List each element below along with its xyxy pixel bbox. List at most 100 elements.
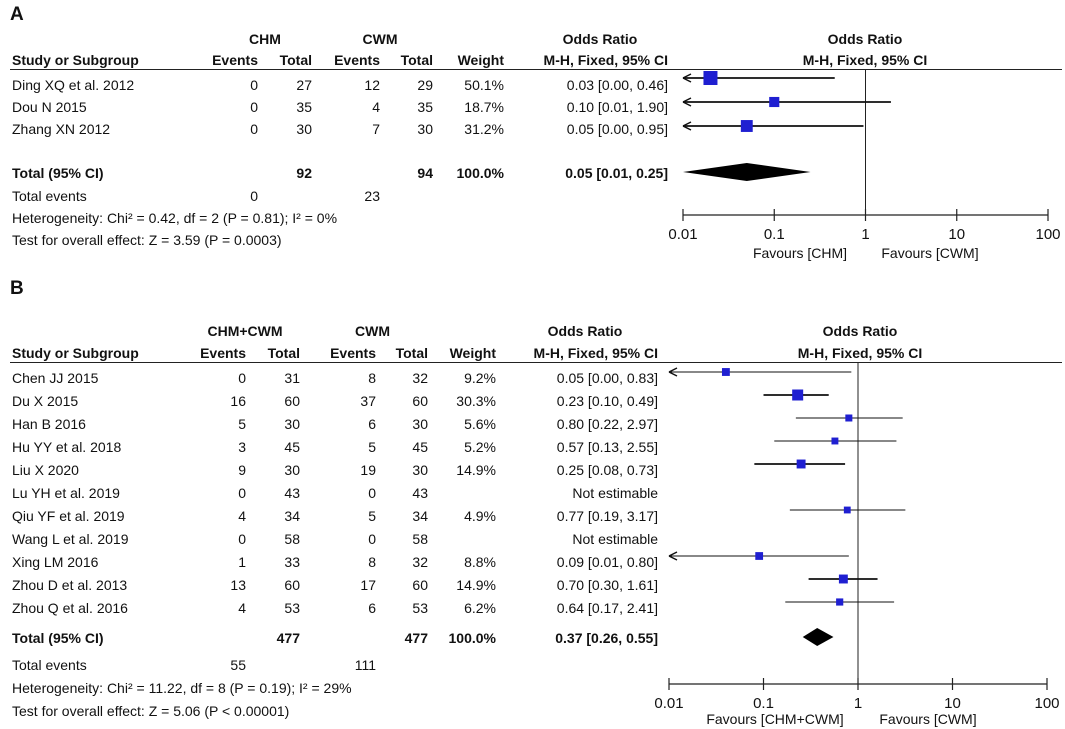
odds-ratio-ci: 0.64 [0.17, 2.41] [556, 600, 658, 616]
events-1: 0 [238, 485, 246, 501]
total-2: 53 [412, 600, 428, 616]
total-events-2: 111 [354, 657, 376, 673]
group2-header: CWM [355, 323, 390, 339]
total-1: 31 [284, 370, 300, 386]
pooled-diamond [683, 163, 811, 181]
study-name: Dou N 2015 [12, 99, 87, 115]
total-2: 58 [412, 531, 428, 547]
weight: 50.1% [464, 77, 504, 93]
study-name: Wang L et al. 2019 [12, 531, 129, 547]
total-1: 43 [284, 485, 300, 501]
or-header-top: Odds Ratio [562, 31, 638, 47]
study-name: Du X 2015 [12, 393, 79, 409]
total-events-label: Total events [12, 188, 87, 204]
total-2: 30 [412, 416, 428, 432]
x-tick-label: 1 [861, 226, 869, 243]
total-weight: 100.0% [448, 630, 496, 646]
weight: 18.7% [464, 99, 504, 115]
arrow-left-icon [682, 121, 692, 131]
total-2: 34 [412, 508, 428, 524]
total-1: 33 [284, 554, 300, 570]
total-1: 60 [284, 577, 300, 593]
x-tick-label: 1 [854, 695, 862, 712]
total-ci: 0.37 [0.26, 0.55] [555, 630, 658, 646]
x-tick-label: 0.1 [764, 226, 785, 243]
total-label: Total (95% CI) [12, 165, 104, 181]
forest-plot-panel-a: A CHM CWM Odds Ratio Odds Ratio Study or… [0, 0, 1065, 290]
plot-header-top: Odds Ratio [827, 31, 903, 47]
events-2: 8 [368, 554, 376, 570]
total-1: 53 [284, 600, 300, 616]
total-2: 60 [412, 393, 428, 409]
events-1: 0 [250, 77, 258, 93]
total-ci: 0.05 [0.01, 0.25] [565, 165, 668, 181]
events-2: 12 [364, 77, 380, 93]
arrow-left-icon [682, 73, 692, 83]
total-events-1: 0 [250, 188, 258, 204]
header-rule [10, 69, 1062, 70]
total-2: 43 [412, 485, 428, 501]
or-header-top: Odds Ratio [547, 323, 623, 339]
overall-effect-text: Test for overall effect: Z = 3.59 (P = 0… [12, 232, 282, 248]
study-name: Liu X 2020 [12, 462, 79, 478]
events-2: 37 [360, 393, 376, 409]
weight: 31.2% [464, 121, 504, 137]
weight: 14.9% [456, 462, 496, 478]
study-point [769, 96, 780, 108]
total-n2: 94 [417, 165, 433, 181]
total-1: 35 [296, 99, 312, 115]
total-1: 58 [284, 531, 300, 547]
total-weight: 100.0% [456, 165, 504, 181]
odds-ratio-ci: 0.80 [0.22, 2.97] [556, 416, 658, 432]
odds-ratio-ci: 0.23 [0.10, 0.49] [556, 393, 658, 409]
weight: 30.3% [456, 393, 496, 409]
events-header-2: Events [334, 52, 380, 68]
total-2: 45 [412, 439, 428, 455]
total-2: 60 [412, 577, 428, 593]
events-1: 0 [238, 531, 246, 547]
odds-ratio-ci: Not estimable [572, 531, 658, 547]
favours-left-label: Favours [CHM] [752, 245, 848, 261]
total-2: 32 [412, 370, 428, 386]
odds-ratio-ci: 0.03 [0.00, 0.46] [566, 77, 668, 93]
total-n2: 477 [404, 630, 428, 646]
total-2: 29 [417, 77, 433, 93]
events-header-1: Events [200, 345, 246, 361]
weight: 8.8% [464, 554, 496, 570]
total-2: 30 [412, 462, 428, 478]
events-1: 5 [238, 416, 246, 432]
events-1: 0 [250, 121, 258, 137]
weight: 9.2% [464, 370, 496, 386]
odds-ratio-ci: Not estimable [572, 485, 658, 501]
total-events-1: 55 [230, 657, 246, 673]
odds-ratio-ci: 0.09 [0.01, 0.80] [556, 554, 658, 570]
events-1: 13 [230, 577, 246, 593]
panel-label: B [10, 278, 24, 299]
x-tick-label: 10 [944, 695, 961, 712]
odds-ratio-ci: 0.57 [0.13, 2.55] [556, 439, 658, 455]
study-name: Zhang XN 2012 [12, 121, 111, 137]
study-point [792, 389, 804, 401]
or-header-sub: M-H, Fixed, 95% CI [543, 52, 668, 68]
events-2: 4 [372, 99, 380, 115]
favours-right-label: Favours [CWM] [879, 711, 977, 727]
events-2: 19 [360, 462, 376, 478]
x-tick-label: 0.01 [668, 226, 697, 243]
total-events-2: 23 [364, 188, 380, 204]
odds-ratio-ci: 0.05 [0.00, 0.95] [566, 121, 668, 137]
group2-header: CWM [362, 31, 398, 47]
total-header-2: Total [395, 345, 428, 361]
plot-header-sub: M-H, Fixed, 95% CI [802, 52, 928, 68]
events-2: 0 [368, 485, 376, 501]
total-1: 27 [296, 77, 312, 93]
total-1: 30 [284, 416, 300, 432]
events-header-1: Events [212, 52, 258, 68]
plot-header-top: Odds Ratio [822, 323, 898, 339]
study-name: Zhou Q et al. 2016 [12, 600, 128, 616]
x-tick-label: 10 [948, 226, 965, 243]
group1-header: CHM [249, 31, 281, 47]
total-label: Total (95% CI) [12, 630, 104, 646]
odds-ratio-ci: 0.25 [0.08, 0.73] [556, 462, 658, 478]
